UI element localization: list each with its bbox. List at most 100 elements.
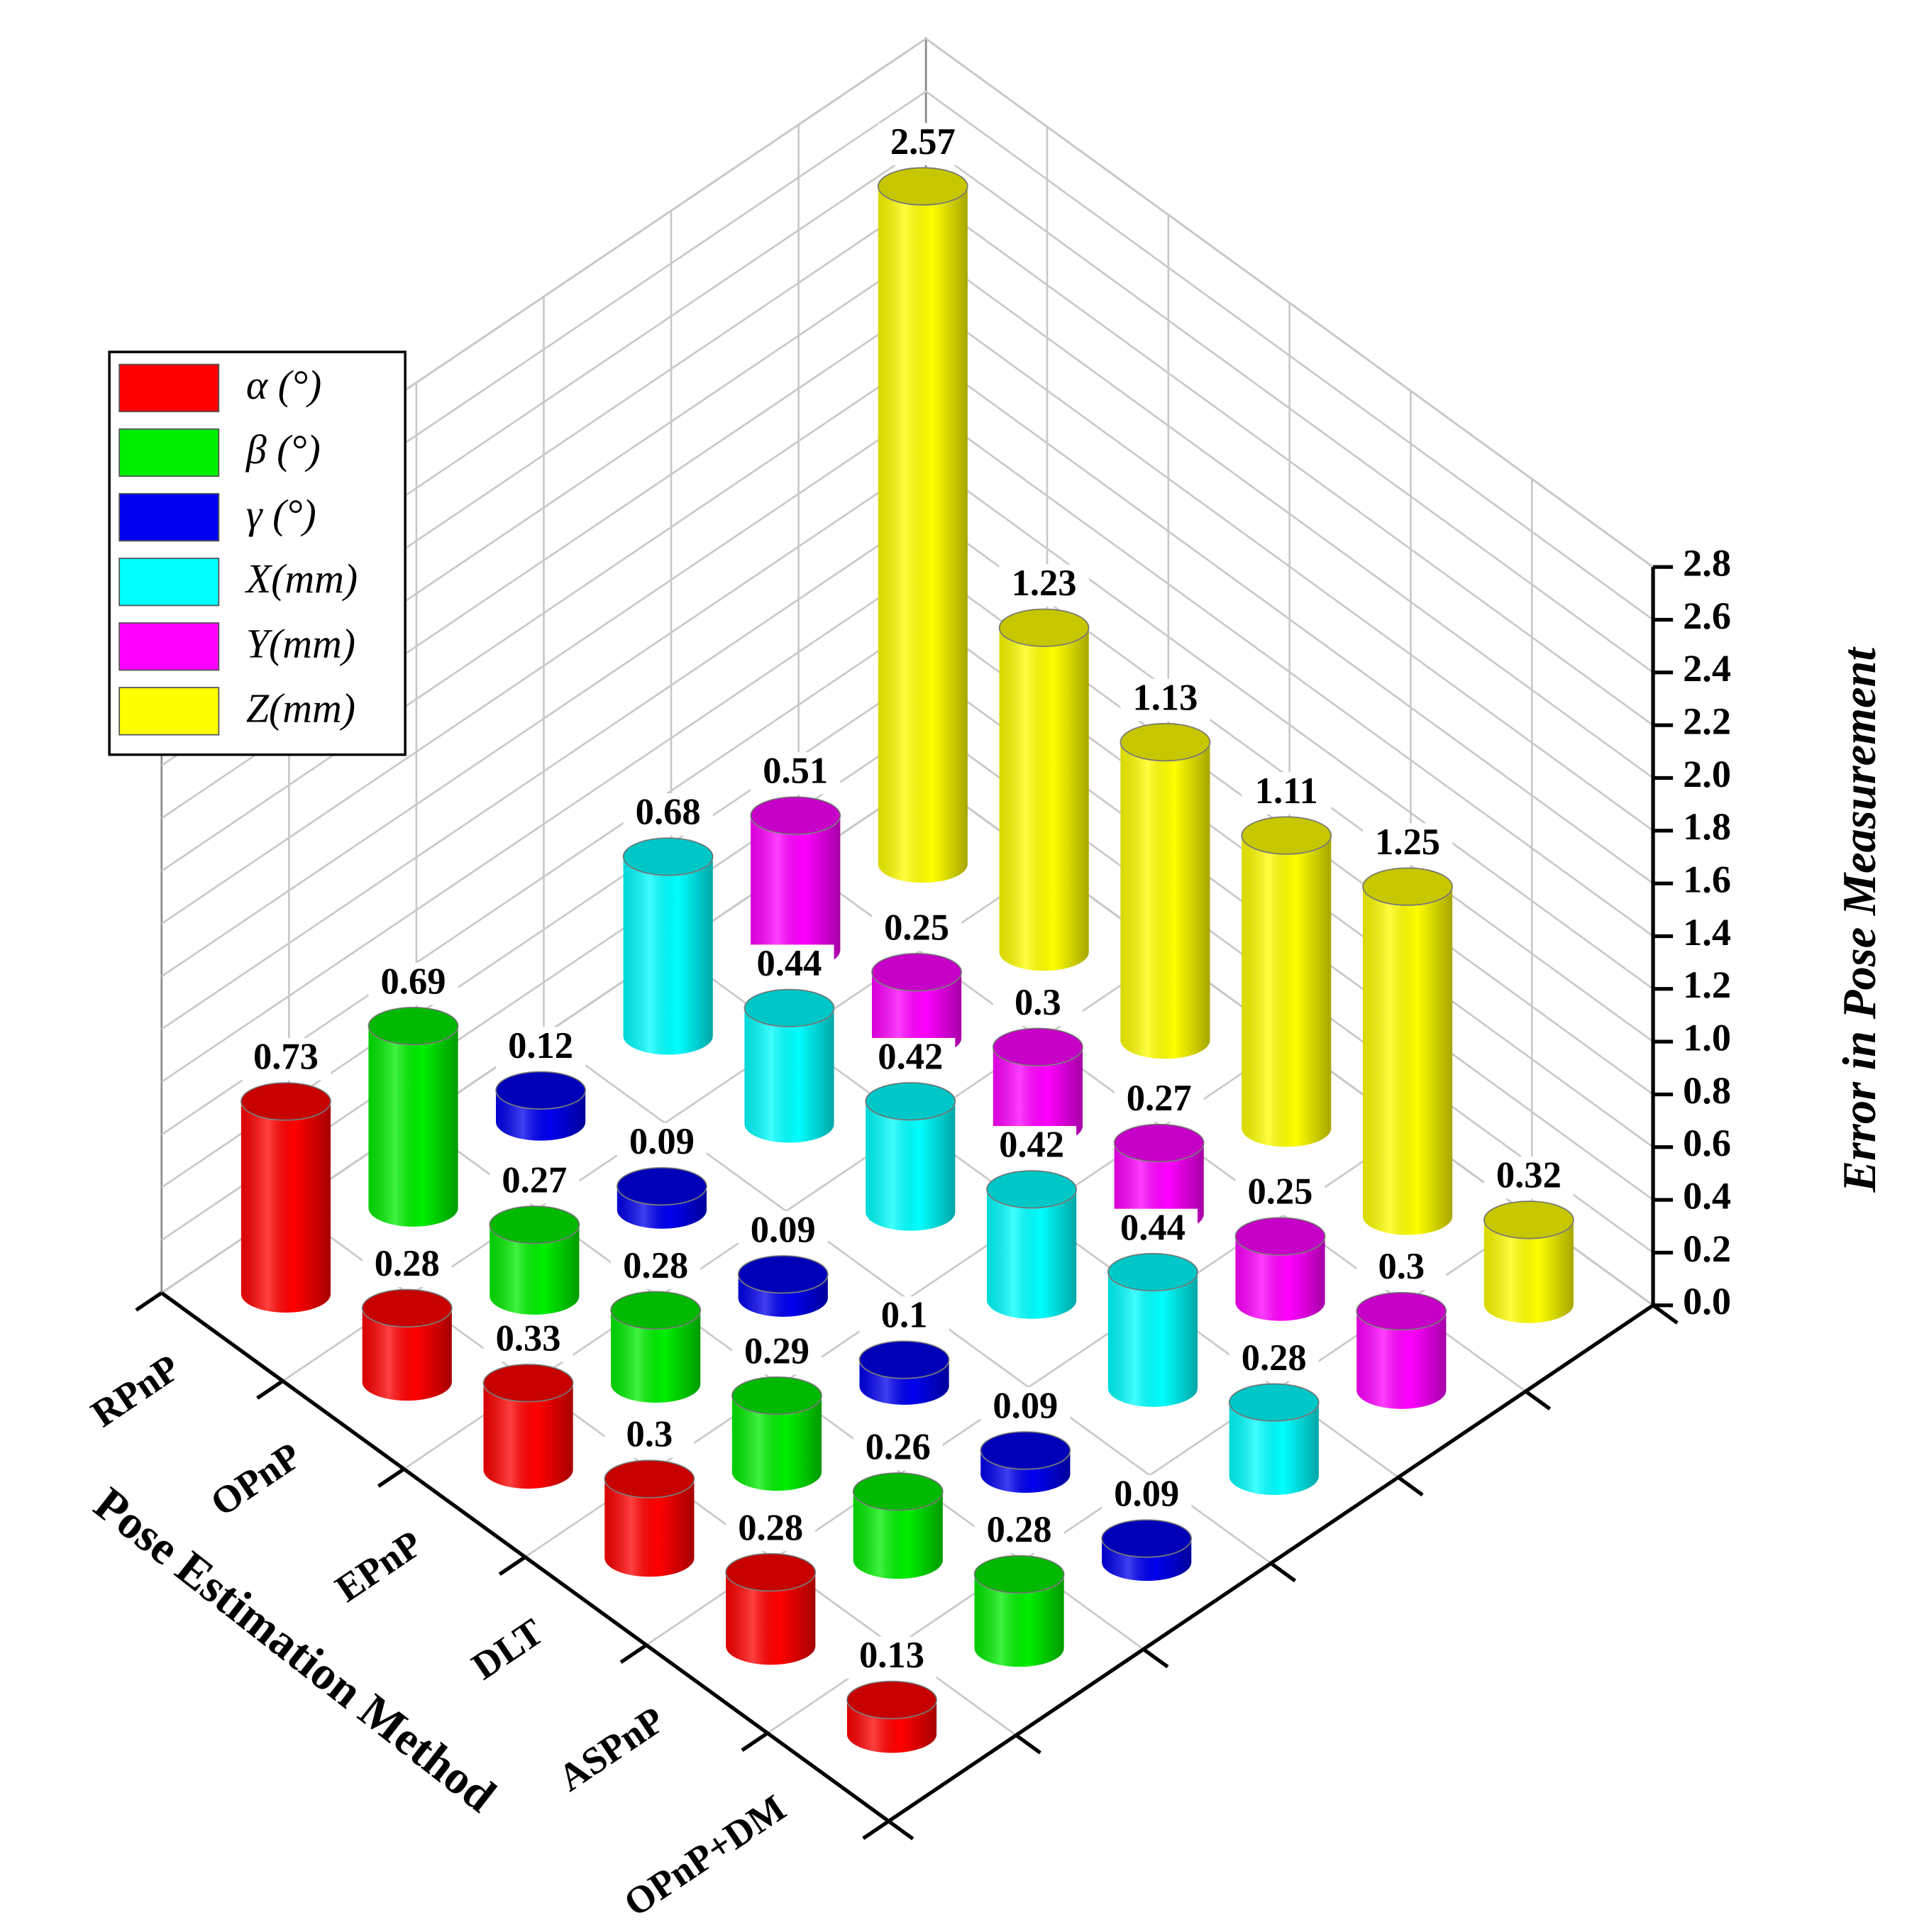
bar-group: 0.51: [750, 751, 841, 969]
bar-top: [489, 1205, 580, 1244]
value-label: 0.27: [1127, 1078, 1192, 1119]
bar-group: 0.09: [1101, 1474, 1193, 1582]
bar-top: [1228, 1383, 1320, 1422]
bar-top-shade: [866, 1083, 956, 1120]
y-tick-label: 0.4: [1683, 1175, 1731, 1218]
bar-top: [973, 1555, 1065, 1594]
bar-group: 0.42: [865, 1037, 956, 1231]
bar-top-shade: [490, 1206, 580, 1244]
legend-label: γ (°): [246, 491, 316, 537]
value-label-bg: [866, 1037, 956, 1081]
value-label: 0.12: [508, 1025, 573, 1066]
bar-top-shade: [1107, 1253, 1198, 1291]
value-label: 0.51: [763, 751, 828, 792]
bar-group: 0.25: [1234, 1171, 1326, 1321]
value-label: 0.28: [623, 1245, 688, 1286]
legend-swatch: [118, 363, 220, 413]
bar-group: 0.32: [1483, 1155, 1574, 1323]
bar-top-shade: [878, 167, 968, 205]
value-label-bg: [1107, 1208, 1198, 1252]
value-label-bg: [726, 1508, 816, 1552]
bar-top: [744, 988, 835, 1027]
bar-shade: [974, 1574, 1064, 1667]
bar-top: [1234, 1217, 1326, 1256]
value-label-bg: [993, 983, 1083, 1026]
y-tick-label: 1.6: [1683, 859, 1731, 901]
y-axis-title: Error in Pose Measurement: [1834, 646, 1886, 1193]
value-label-bg: [1356, 1247, 1447, 1291]
bar-shade: [1235, 1236, 1325, 1321]
value-label-bg: [987, 1126, 1077, 1169]
bar-top: [610, 1291, 702, 1330]
y-tick-label: 2.4: [1683, 647, 1731, 690]
bar-group: 1.11: [1241, 771, 1332, 1147]
bar-group: 0.3: [1356, 1246, 1447, 1409]
bar-top-shade: [1114, 1124, 1204, 1162]
bar-top-shade: [496, 1071, 586, 1110]
value-label-bg: [974, 1511, 1064, 1554]
value-label-bg: [744, 944, 834, 987]
value-label-bg: [853, 1428, 943, 1471]
value-label: 0.25: [884, 907, 949, 948]
value-label-bg: [362, 1244, 452, 1287]
bar-top: [604, 1459, 695, 1498]
bar-top: [482, 1364, 574, 1403]
grid-line: [161, 90, 1654, 621]
legend-label: Z(mm): [246, 685, 355, 731]
bar-group: 0.29: [731, 1330, 822, 1491]
bar-shade: [999, 627, 1089, 971]
bar-top: [980, 1431, 1071, 1470]
bar-top: [1107, 1252, 1198, 1292]
bar-shade: [731, 1396, 822, 1491]
bar-top-shade: [1362, 868, 1453, 905]
bar-shade: [604, 1479, 695, 1577]
bar-group: 0.3: [992, 982, 1083, 1145]
value-label: 0.3: [1378, 1246, 1425, 1287]
bar-top-shade: [483, 1364, 573, 1402]
value-label: 0.09: [751, 1209, 816, 1250]
value-label: 1.23: [1012, 563, 1077, 604]
bar-top-shade: [993, 1028, 1083, 1066]
bar-group: 0.28: [361, 1243, 453, 1401]
value-label-bg: [871, 908, 962, 951]
x-tick-label: OPnP+DM: [617, 1787, 793, 1925]
x-tick-label: OPnP: [203, 1434, 309, 1524]
bar-group: 0.09: [616, 1121, 707, 1229]
bar-top-shade: [871, 953, 962, 991]
bar-top-shade: [623, 838, 713, 876]
legend-swatch: [118, 428, 220, 478]
bar-top: [725, 1552, 817, 1592]
bar-group: 0.25: [871, 907, 962, 1057]
value-label-bg: [368, 962, 458, 1005]
legend-label: X(mm): [245, 556, 358, 602]
value-label-bg: [878, 123, 968, 165]
bar-top-shade: [617, 1167, 707, 1205]
legend-label: β (°): [245, 426, 321, 473]
value-label-bg: [611, 1247, 701, 1289]
bar-shade: [611, 1310, 701, 1403]
bar-shade: [490, 1225, 580, 1315]
bar-top: [1356, 1291, 1447, 1331]
bar-shade: [866, 1101, 956, 1231]
y-tick-label: 1.0: [1683, 1017, 1731, 1059]
bar-group: 0.09: [737, 1209, 829, 1317]
bar-top-shade: [859, 1341, 949, 1379]
value-label: 0.28: [1242, 1337, 1307, 1379]
bar-group: 0.09: [980, 1386, 1071, 1494]
value-label: 1.25: [1375, 822, 1440, 863]
value-label: 0.44: [756, 943, 822, 984]
legend-swatch: [118, 492, 220, 542]
bar-group: 0.33: [482, 1318, 574, 1489]
value-label: 0.42: [878, 1037, 943, 1078]
x-tick: [741, 1731, 769, 1752]
value-label: 0.26: [866, 1427, 931, 1468]
bar-shade: [878, 186, 968, 883]
x-tick: [256, 1379, 284, 1400]
bar-group: 0.44: [744, 943, 835, 1143]
bar-shade: [987, 1189, 1077, 1319]
legend-swatch: [118, 557, 220, 607]
y-tick-label: 2.0: [1683, 753, 1731, 795]
bar-top: [852, 1472, 944, 1511]
bar-top-shade: [1242, 817, 1332, 854]
value-label-bg: [751, 752, 841, 795]
